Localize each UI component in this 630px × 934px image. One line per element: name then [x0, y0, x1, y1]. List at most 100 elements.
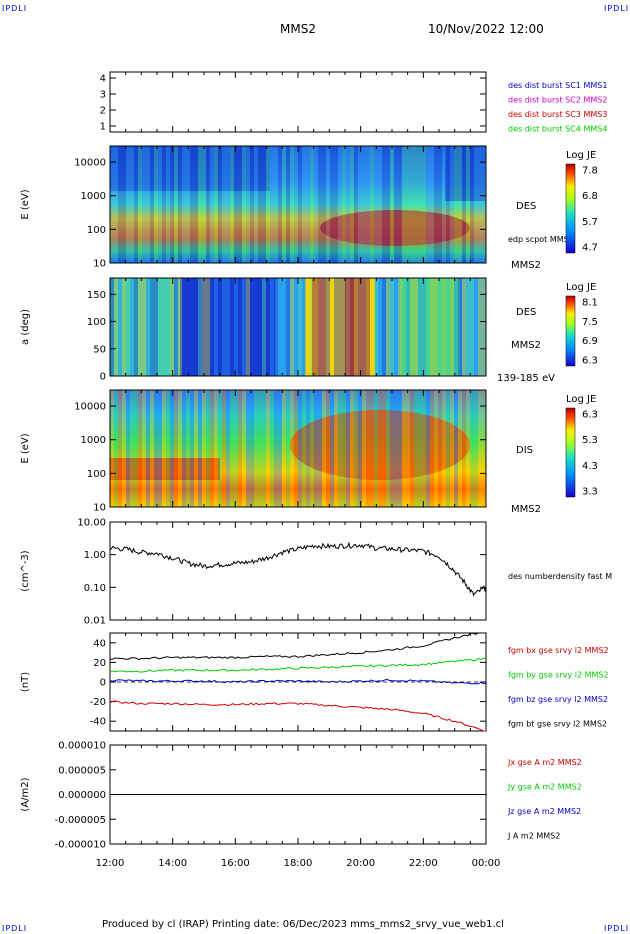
dis-energy-texture-stripe — [186, 390, 190, 507]
des-energy-texture-stripe — [478, 146, 482, 263]
des-energy-texture-stripe — [454, 146, 458, 263]
des-pitch-texture-stripe — [374, 278, 378, 376]
dis-energy-texture-stripe — [126, 390, 130, 507]
des-pitch-peak-region — [345, 278, 370, 376]
des-pitch-texture-stripe — [286, 278, 290, 376]
dis-energy-texture-stripe — [458, 390, 462, 507]
des-energy-texture-stripe — [430, 146, 434, 263]
y-tick-label: 1000 — [81, 191, 106, 202]
dis-energy-texture-stripe — [406, 390, 410, 507]
dis-energy-texture-stripe — [282, 390, 286, 507]
des-energy-texture-stripe — [418, 146, 422, 263]
des-pitch-texture-stripe — [114, 278, 118, 376]
colorbar-tick-label: 6.3 — [582, 410, 598, 421]
colorbar-title: Log JE — [566, 394, 596, 405]
des-energy-texture-stripe — [138, 146, 142, 263]
des-energy-texture-stripe — [250, 146, 254, 263]
dis-energy-texture-stripe — [142, 390, 146, 507]
des-pitch-texture-stripe — [426, 278, 430, 376]
dis-energy-texture-stripe — [266, 390, 270, 507]
des-pitch-texture-stripe — [442, 278, 446, 376]
des-pitch-texture-stripe — [206, 278, 210, 376]
dis-energy-texture-stripe — [450, 390, 454, 507]
des-pitch-texture-stripe — [434, 278, 438, 376]
y-axis-label: a (deg) — [20, 309, 31, 345]
spectrogram-label: MMS2 — [511, 340, 541, 351]
des-energy-texture-stripe — [438, 146, 442, 263]
des-pitch-texture-stripe — [234, 278, 238, 376]
y-tick-label: 100 — [87, 317, 106, 328]
dis-energy-texture-stripe — [346, 390, 350, 507]
dis-energy-texture-stripe — [270, 390, 274, 507]
y-tick-label: 150 — [87, 290, 106, 301]
y-axis-label: (cm^-3) — [20, 550, 31, 591]
dis-energy-texture-stripe — [390, 390, 394, 507]
des-energy-texture-stripe — [370, 146, 374, 263]
des-energy-texture-stripe — [266, 146, 270, 263]
y-tick-label: -20 — [90, 697, 106, 708]
colorbar — [565, 295, 576, 367]
dis-energy-texture-stripe — [386, 390, 390, 507]
des-pitch-texture-stripe — [342, 278, 346, 376]
dis-energy-texture-stripe — [206, 390, 210, 507]
des-energy-texture-stripe — [358, 146, 362, 263]
des-pitch-texture-stripe — [198, 278, 202, 376]
des-pitch-texture-stripe — [170, 278, 174, 376]
des-pitch-low-region — [180, 278, 275, 376]
dis-energy-texture-stripe — [146, 390, 150, 507]
dis-energy-texture-stripe — [470, 390, 474, 507]
des-energy-texture-stripe — [178, 146, 182, 263]
dis-energy-texture-stripe — [222, 390, 226, 507]
y-tick-label: 10000 — [74, 402, 106, 413]
legend-entry: J A m2 MMS2 — [507, 832, 560, 841]
des-pitch-texture-stripe — [362, 278, 366, 376]
series-line — [109, 541, 487, 597]
dis-energy-texture-stripe — [382, 390, 386, 507]
des-energy-cold-region — [445, 146, 485, 201]
des-pitch-texture-stripe — [402, 278, 406, 376]
des-pitch-texture-stripe — [438, 278, 442, 376]
des-energy-texture-stripe — [334, 146, 338, 263]
x-tick-label: 22:00 — [409, 858, 438, 869]
des-energy-texture-stripe — [230, 146, 234, 263]
legend-entry: Jz gse A m2 MMS2 — [507, 807, 581, 816]
des-energy-texture-stripe — [466, 146, 470, 263]
des-energy-texture-stripe — [442, 146, 446, 263]
legend-entry: fgm bx gse srvy l2 MMS2 — [508, 646, 609, 655]
dis-energy-texture-stripe — [322, 390, 326, 507]
des-energy-texture-stripe — [298, 146, 302, 263]
des-energy-hot-region — [320, 210, 470, 246]
corner-label-top-left: IPDLI — [2, 4, 28, 13]
des-pitch-mid-region — [400, 278, 460, 376]
spectrogram-label: DES — [516, 201, 536, 212]
dis-energy-texture-stripe — [410, 390, 414, 507]
des-energy-texture-stripe — [198, 146, 202, 263]
dis-energy-texture-stripe — [298, 390, 302, 507]
y-tick-label: 0.000000 — [58, 790, 106, 801]
dis-energy-texture-stripe — [462, 390, 466, 507]
y-tick-label: 3 — [100, 90, 106, 101]
des-energy-texture-stripe — [170, 146, 174, 263]
colorbar-title: Log JE — [566, 150, 596, 161]
des-pitch-texture-stripe — [218, 278, 222, 376]
dis-energy-texture-stripe — [366, 390, 370, 507]
legend-entry: Jy gse A m2 MMS2 — [507, 783, 582, 792]
dis-energy-texture-stripe — [350, 390, 354, 507]
y-tick-label: -0.000010 — [55, 840, 106, 851]
des-pitch-texture-stripe — [310, 278, 314, 376]
des-energy-texture-stripe — [242, 146, 246, 263]
des-energy-texture-stripe — [366, 146, 370, 263]
dis-energy-texture-stripe — [394, 390, 398, 507]
des-energy-texture-stripe — [186, 146, 190, 263]
dis-energy-texture-stripe — [166, 390, 170, 507]
des-pitch-texture-stripe — [134, 278, 138, 376]
des-pitch-texture-stripe — [122, 278, 126, 376]
des-energy-texture-stripe — [110, 146, 114, 263]
dis-energy-texture-stripe — [254, 390, 258, 507]
colorbar-tick-label: 5.7 — [582, 217, 598, 228]
des-energy-texture-stripe — [206, 146, 210, 263]
dis-energy-texture-stripe — [306, 390, 310, 507]
dis-energy-texture-stripe — [374, 390, 378, 507]
dis-energy-texture-stripe — [122, 390, 126, 507]
dis-energy-texture-stripe — [422, 390, 426, 507]
